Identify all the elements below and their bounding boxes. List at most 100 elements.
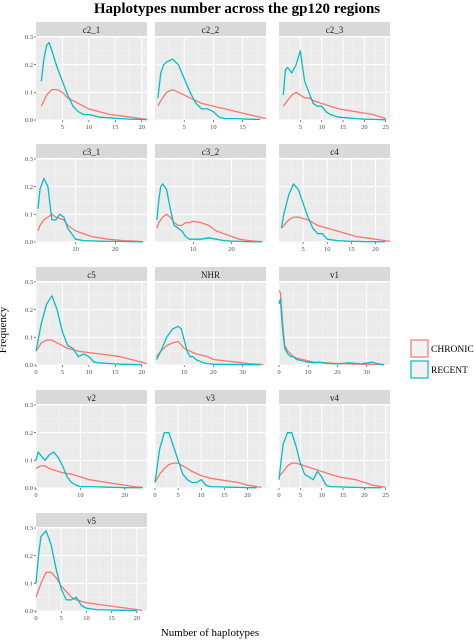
y-tick-label: 0.1: [25, 458, 33, 465]
facet-strip-label: c4: [330, 147, 339, 157]
series-line-chronic: [156, 213, 263, 243]
y-tick-label: 0.0: [25, 239, 33, 246]
x-tick-label: 20: [210, 369, 217, 376]
x-tick-label: 30: [363, 369, 370, 376]
chart-title: Haplotypes number across the gp120 regio…: [94, 1, 380, 17]
series-line-recent: [155, 325, 261, 366]
series-line-recent: [35, 530, 137, 612]
series-line-recent: [282, 50, 386, 121]
facet-panel-v2: v2 0 10 20 0.0 0.1 0.2 0.3: [25, 390, 148, 499]
y-tick-label: 0.3: [25, 34, 33, 41]
facet-panel-v5: v5 0 5 10 15 20 0.0 0.1 0.2 0.3: [25, 513, 147, 622]
series-line-recent: [37, 177, 143, 243]
x-tick-label: 15: [108, 615, 115, 622]
x-tick-label: 5: [302, 246, 305, 253]
x-tick-label: 5: [299, 124, 302, 131]
series-line-chronic: [35, 339, 148, 365]
facet-panel-c4: c4 5 10 15 20: [279, 144, 391, 253]
x-tick-label: 10: [86, 369, 93, 376]
x-tick-label: 15: [112, 124, 119, 131]
series-line-recent: [154, 432, 257, 489]
x-tick-label: 25: [382, 124, 389, 131]
facet-strip: [36, 267, 147, 281]
facet-strip-label: c2_2: [202, 25, 220, 35]
x-tick-label: 10: [181, 369, 188, 376]
x-tick-label: 0: [277, 369, 280, 376]
x-tick-label: 20: [122, 492, 129, 499]
y-tick-label: 0.1: [25, 335, 33, 342]
x-tick-label: 0: [277, 492, 280, 499]
facet-strip-label: c3_1: [83, 147, 101, 157]
legend-key: [410, 339, 429, 358]
facet-strip: [279, 267, 390, 281]
y-tick-label: 0.3: [25, 402, 33, 409]
x-tick-label: 15: [340, 124, 347, 131]
y-tick-label: 0.3: [25, 156, 33, 163]
facet-panel-c2_3: c2_3 5 10 15 20 25: [279, 22, 390, 131]
x-tick-label: 5: [177, 492, 180, 499]
facet-strip: [279, 144, 390, 158]
x-tick-label: 10: [305, 369, 312, 376]
facet-strip: [36, 22, 147, 36]
x-tick-label: 25: [382, 492, 389, 499]
x-tick-label: 0: [34, 369, 37, 376]
x-tick-label: 0: [153, 492, 156, 499]
x-tick-label: 10: [210, 124, 217, 131]
x-tick-label: 15: [239, 124, 246, 131]
x-tick-label: 15: [348, 246, 355, 253]
x-tick-label: 20: [138, 124, 145, 131]
facet-strip-label: v5: [87, 516, 97, 526]
x-tick-label: 15: [340, 492, 347, 499]
facet-strip-label: v4: [330, 393, 340, 403]
x-tick-label: 5: [60, 615, 63, 622]
facet-strip-label: c2_3: [326, 25, 344, 35]
series-line-recent: [157, 58, 261, 121]
facet-panel-c3_2: c3_2 10 20: [155, 144, 266, 253]
x-tick-label: 0: [34, 492, 37, 499]
x-tick-label: 10: [198, 492, 205, 499]
x-tick-label: 5: [299, 492, 302, 499]
x-tick-label: 5: [183, 124, 186, 131]
series-line-recent: [278, 432, 382, 489]
facet-strip: [36, 390, 147, 404]
facet-strip-label: c2_1: [83, 25, 101, 35]
x-tick-label: 20: [138, 369, 145, 376]
x-tick-label: 20: [134, 615, 141, 622]
y-tick-label: 0.0: [25, 485, 33, 492]
x-tick-label: 30: [239, 369, 246, 376]
x-axis-label: Number of haplotypes: [161, 627, 259, 639]
legend: CHRONIC RECENT: [410, 339, 474, 379]
series-line-recent: [35, 295, 142, 366]
series-line-chronic: [35, 465, 143, 489]
facet-strip: [279, 390, 390, 404]
y-tick-label: 0.2: [25, 307, 33, 314]
x-tick-label: 20: [112, 246, 119, 253]
x-tick-label: 10: [86, 124, 93, 131]
facet-panel-nhr: NHR 10 20 30: [155, 267, 266, 376]
legend-item-chronic: CHRONIC: [410, 339, 474, 358]
facet-strip: [155, 267, 266, 281]
x-tick-label: 5: [61, 369, 64, 376]
x-tick-label: 0: [34, 615, 37, 622]
facet-panel-c3_1: c3_1 10 20 0.0 0.1 0.2 0.3: [25, 144, 147, 253]
facet-panel-c2_2: c2_2 5 10 15: [155, 22, 267, 131]
series-line-recent: [40, 41, 148, 121]
facet-strip-label: c3_2: [202, 147, 220, 157]
series-line-chronic: [155, 340, 264, 366]
x-tick-label: 15: [221, 492, 228, 499]
y-tick-label: 0.1: [25, 581, 33, 588]
facet-strip-label: NHR: [201, 270, 220, 280]
y-tick-label: 0.0: [25, 608, 33, 615]
y-tick-label: 0.3: [25, 279, 33, 286]
series-line-chronic: [40, 88, 148, 121]
x-tick-label: 20: [334, 369, 341, 376]
facet-strip: [36, 513, 147, 527]
x-tick-label: 10: [318, 124, 325, 131]
y-tick-label: 0.0: [25, 362, 33, 369]
y-tick-label: 0.1: [25, 90, 33, 97]
facet-strip-label: v2: [87, 393, 96, 403]
facet-strip-label: c5: [87, 270, 96, 280]
facet-strip-label: v3: [206, 393, 216, 403]
series-line-chronic: [278, 462, 386, 489]
